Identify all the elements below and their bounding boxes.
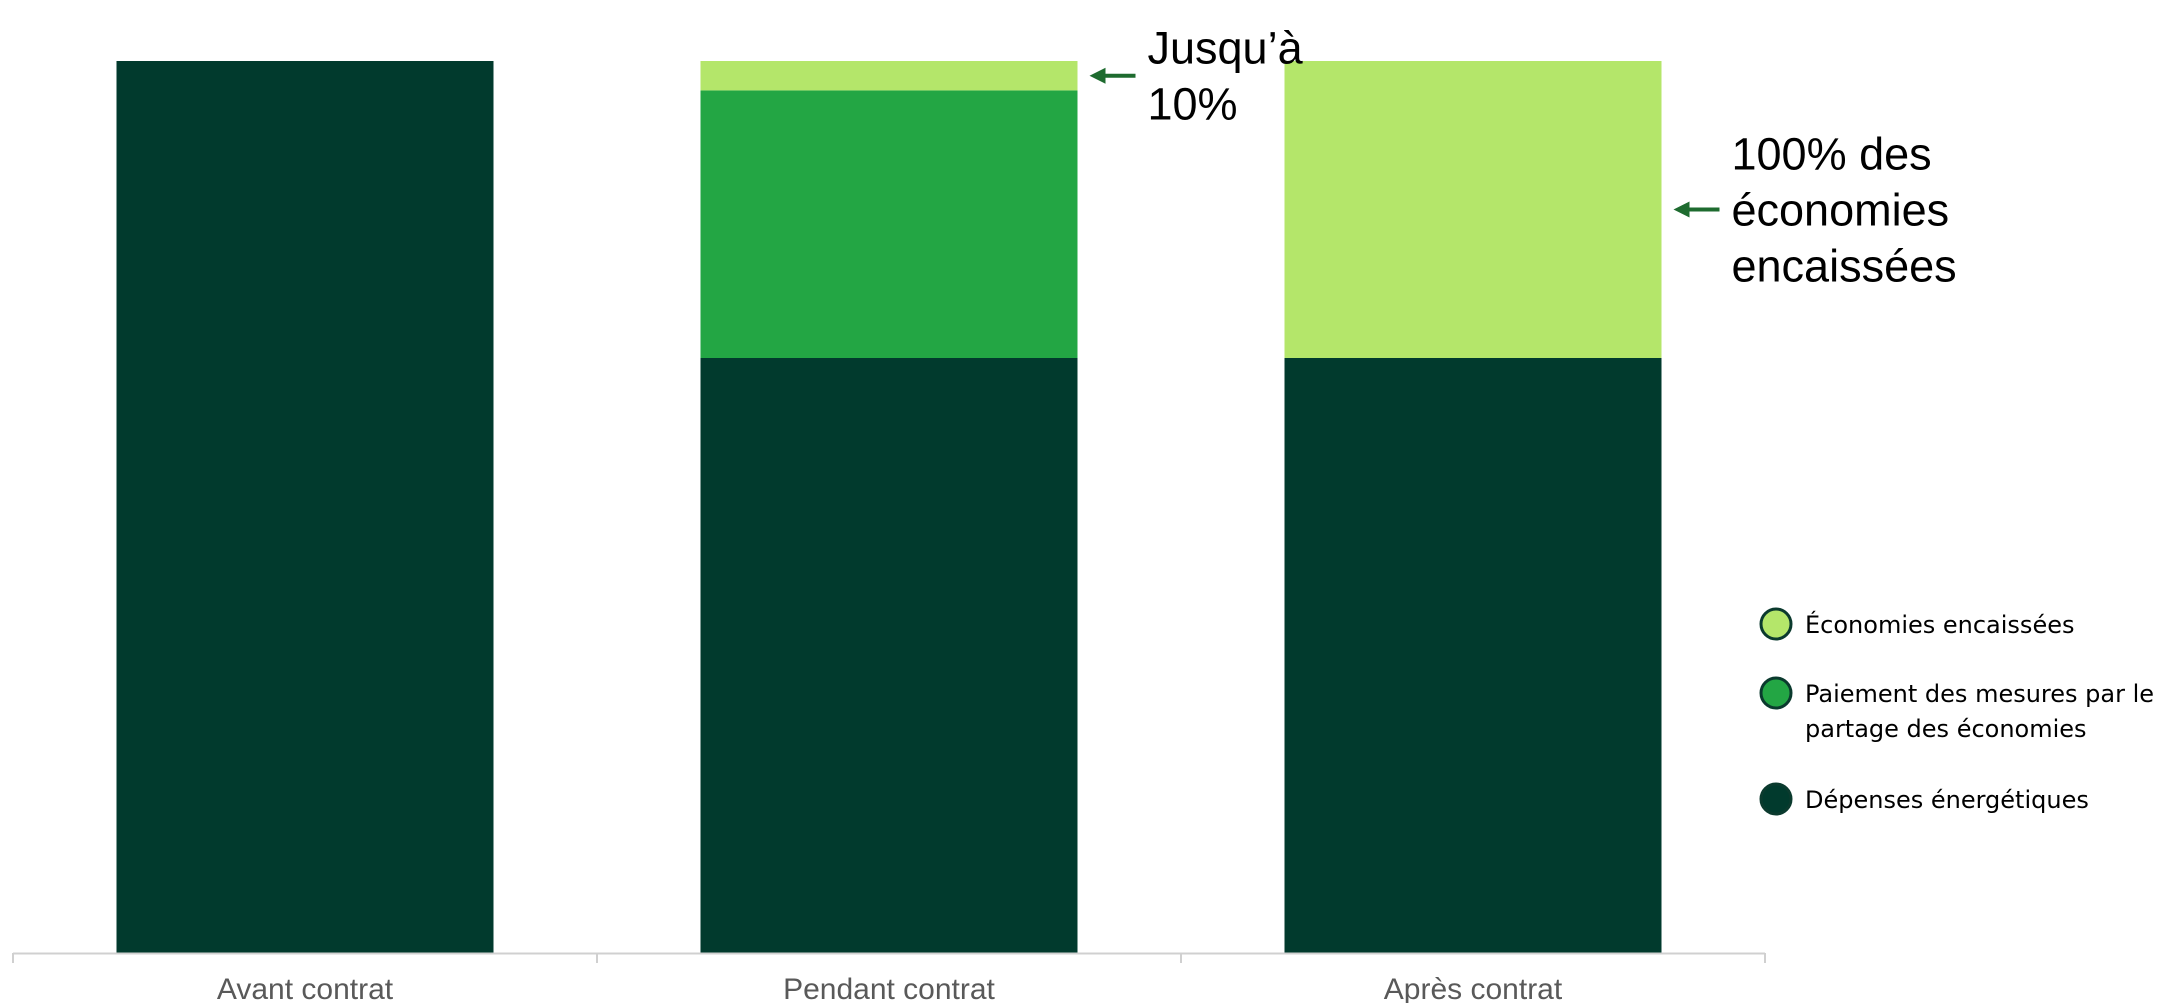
annotation-text: 100% des économies encaissées xyxy=(1732,129,1957,292)
bar-avant-contrat-depenses-energetiques xyxy=(116,61,494,953)
x-tick-label-pendant-contrat: Pendant contrat xyxy=(783,973,995,1003)
legend-label: Paiement des mesures par le partage des é… xyxy=(1805,680,2154,743)
bars-group xyxy=(116,61,1662,953)
annotations-group: Jusqu’à 10% 100% des économies encaissées xyxy=(1089,23,1957,292)
annotation-pendant-contrat: Jusqu’à 10% xyxy=(1089,23,1304,130)
arrow-head-icon xyxy=(1089,67,1106,84)
legend-swatch-icon xyxy=(1759,607,1793,641)
annotation-apres-contrat: 100% des économies encaissées xyxy=(1673,129,1957,292)
legend-label: Dépenses énergétiques xyxy=(1805,786,2089,814)
legend-label: Économies encaissées xyxy=(1805,610,2074,639)
legend-swatch-icon xyxy=(1759,676,1793,710)
bar-apres-contrat-economies-encaissees xyxy=(1284,61,1662,358)
legend-item-depenses-energetiques: Dépenses énergétiques xyxy=(1759,782,2089,816)
bar-pendant-contrat-depenses-energetiques xyxy=(700,358,1078,953)
arrow-head-icon xyxy=(1673,201,1690,218)
legend-item-economies-encaissees: Économies encaissées xyxy=(1759,607,2074,641)
legend: Économies encaissées Paiement des mesures… xyxy=(1759,607,2154,816)
legend-item-paiement-des-mesures-par-le-partage-des-economies: Paiement des mesures par le partage des é… xyxy=(1759,676,2154,743)
bar-pendant-contrat-paiement-des-mesures-par-le-partage-des-economies xyxy=(700,90,1078,359)
x-axis: Avant contrat Pendant contrat Après contra… xyxy=(12,952,1766,1003)
legend-swatch-icon xyxy=(1759,782,1793,816)
bar-apres-contrat-depenses-energetiques xyxy=(1284,358,1662,953)
annotation-text: Jusqu’à 10% xyxy=(1148,23,1304,130)
x-tick-label-apres-contrat: Après contrat xyxy=(1384,973,1563,1003)
bar-pendant-contrat-economies-encaissees xyxy=(700,61,1078,91)
x-tick-label-avant-contrat: Avant contrat xyxy=(217,973,394,1003)
